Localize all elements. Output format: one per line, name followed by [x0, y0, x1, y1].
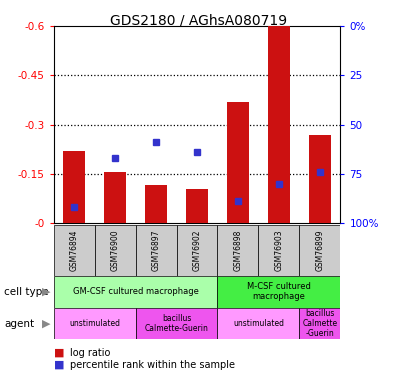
Bar: [95, 225, 136, 276]
Bar: [308, 135, 331, 223]
Bar: [145, 185, 167, 223]
Text: GSM76900: GSM76900: [111, 230, 120, 271]
Text: log ratio: log ratio: [70, 348, 110, 357]
Text: ■: ■: [54, 348, 64, 357]
Text: unstimulated: unstimulated: [233, 319, 284, 328]
Bar: [217, 308, 299, 339]
Text: cell type: cell type: [4, 287, 49, 297]
Bar: [299, 225, 340, 276]
Bar: [54, 225, 95, 276]
Bar: [186, 189, 208, 223]
Bar: [299, 308, 340, 339]
Bar: [104, 172, 127, 223]
Bar: [54, 308, 136, 339]
Text: GDS2180 / AGhsA080719: GDS2180 / AGhsA080719: [110, 13, 288, 27]
Bar: [217, 225, 258, 276]
Bar: [267, 26, 290, 223]
Text: GM-CSF cultured macrophage: GM-CSF cultured macrophage: [73, 287, 199, 296]
Text: ■: ■: [54, 360, 64, 369]
Text: bacillus
Calmette-Guerin: bacillus Calmette-Guerin: [144, 314, 209, 333]
Text: ▶: ▶: [41, 287, 50, 297]
Bar: [217, 276, 340, 308]
Bar: [54, 276, 217, 308]
Text: ▶: ▶: [41, 319, 50, 328]
Bar: [227, 102, 249, 223]
Bar: [258, 225, 299, 276]
Text: GSM76897: GSM76897: [152, 230, 160, 271]
Text: agent: agent: [4, 319, 34, 328]
Bar: [177, 225, 217, 276]
Bar: [63, 151, 86, 223]
Text: GSM76899: GSM76899: [315, 230, 324, 271]
Text: GSM76903: GSM76903: [274, 230, 283, 271]
Text: bacillus
Calmette
-Guerin: bacillus Calmette -Guerin: [302, 309, 338, 338]
Text: percentile rank within the sample: percentile rank within the sample: [70, 360, 235, 369]
Bar: [136, 308, 217, 339]
Text: M-CSF cultured
macrophage: M-CSF cultured macrophage: [247, 282, 311, 301]
Text: GSM76894: GSM76894: [70, 230, 79, 271]
Text: unstimulated: unstimulated: [69, 319, 120, 328]
Text: GSM76898: GSM76898: [234, 230, 242, 271]
Bar: [136, 225, 177, 276]
Text: GSM76902: GSM76902: [193, 230, 201, 271]
